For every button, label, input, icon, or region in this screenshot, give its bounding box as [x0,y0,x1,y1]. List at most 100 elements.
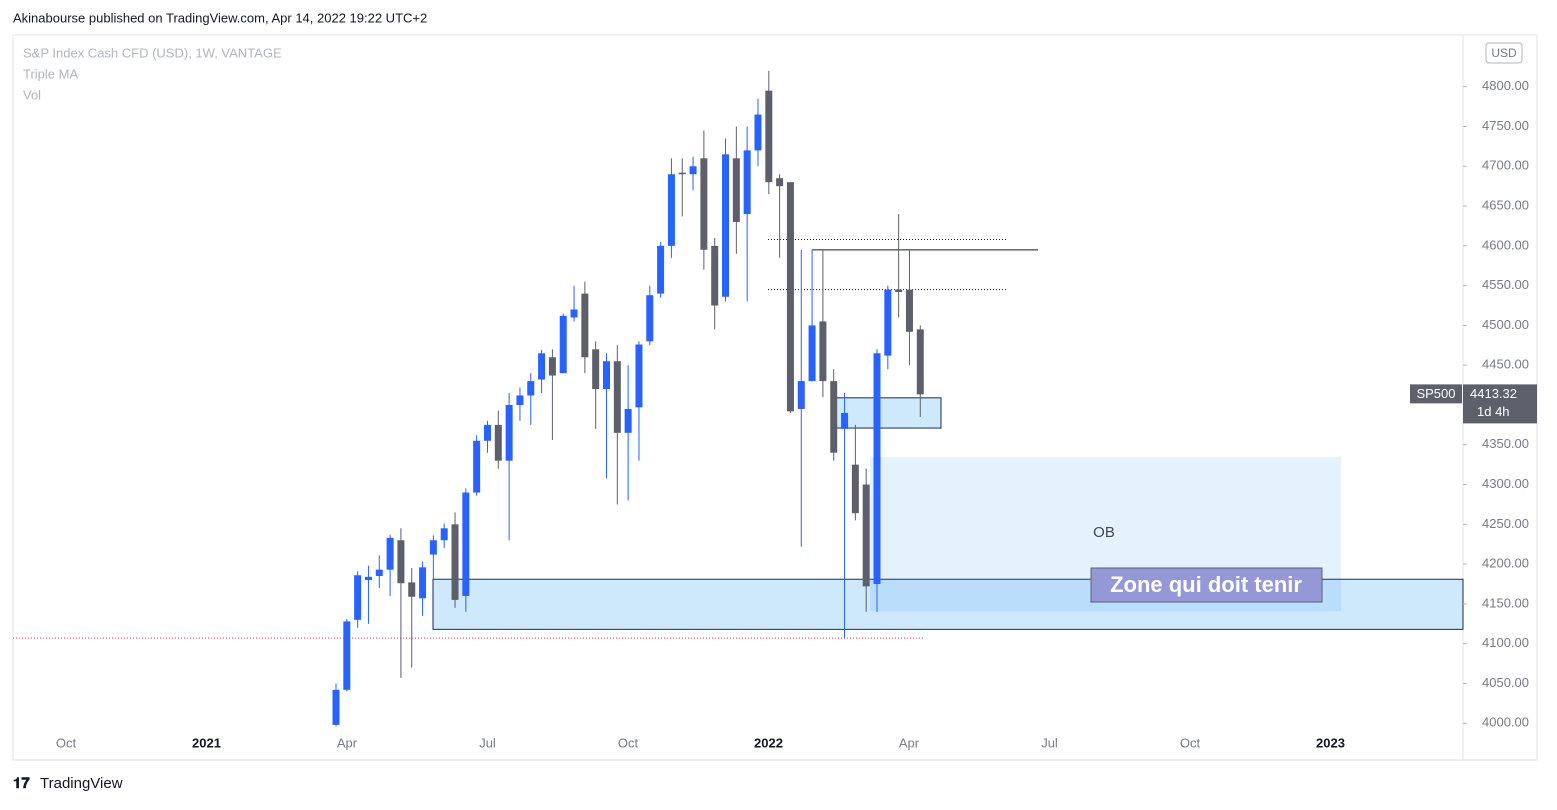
candle-body [754,114,762,151]
candle-body [494,424,502,461]
footer: TradingView [40,775,123,792]
candle-body [613,361,621,433]
candle-body [505,404,513,461]
currency-box[interactable] [1485,42,1523,64]
candle-body [429,540,437,555]
candle-body [657,245,665,294]
price-box [1463,384,1537,424]
candle-body [851,464,859,514]
candle-body [451,524,459,600]
candle-body [592,349,600,390]
candle-body [916,329,924,395]
logo: 𝟏𝟕 [13,775,30,792]
x-tick-label: Jul [479,735,496,750]
x-tick-label: 2023 [1316,735,1345,750]
x-tick-label: Jul [1041,735,1058,750]
candle-body [527,381,535,396]
y-tick-label: 4600.00 [1482,237,1529,252]
y-tick-label: 4750.00 [1482,118,1529,133]
y-tick-label: 4000.00 [1482,715,1529,730]
annotation: OB [1093,524,1115,541]
x-tick-label: 2021 [192,735,221,750]
candle-body [462,492,470,596]
header: Akinabourse published on TradingView.com… [13,10,427,25]
symbol-label: SP500 [1416,386,1455,401]
candle-body [440,528,448,541]
candle-body [570,309,578,318]
x-tick-label: Oct [56,735,77,750]
y-tick-label: 4200.00 [1482,556,1529,571]
countdown: 1d 4h [1477,404,1510,419]
candle-body [559,315,567,374]
y-tick-label: 4300.00 [1482,476,1529,491]
candle-body [732,158,740,222]
candle-body [743,150,751,215]
candle-body [678,172,686,175]
chart-title: S&P Index Cash CFD (USD), 1W, VANTAGE [23,45,282,60]
candle-body [343,621,351,690]
candle-body [332,689,340,725]
indicator: Triple MA [23,66,78,81]
x-tick-label: Oct [618,735,639,750]
y-tick-label: 4450.00 [1482,357,1529,372]
candle-body [700,158,708,250]
candle-body [375,569,383,577]
candle-body [397,540,405,584]
annotation-box [1090,567,1323,603]
y-tick-label: 4800.00 [1482,78,1529,93]
candle-body [538,353,546,380]
y-tick-label: 4250.00 [1482,516,1529,531]
x-tick-label: Oct [1180,735,1201,750]
candle-body [689,166,697,175]
candle-body [819,321,827,382]
x-tick-label: 2022 [754,735,783,750]
candle-body [776,178,784,187]
y-tick-label: 4100.00 [1482,635,1529,650]
indicator: Vol [23,87,41,102]
candle-body [646,295,654,342]
candle-body [603,361,610,390]
candle-body [624,408,632,433]
y-tick-label: 4650.00 [1482,198,1529,213]
candle-body [808,325,816,382]
candle-body [635,344,643,408]
x-tick-label: Apr [899,735,920,750]
frame [12,34,1538,761]
candle-body [895,289,903,292]
candle-body [419,567,427,599]
currency[interactable]: USD [1491,46,1517,60]
x-tick-label: Apr [337,735,358,750]
candle-body [830,381,838,453]
candle-body [765,90,773,183]
candle-body [786,182,794,412]
candle-body [364,576,372,581]
zone [835,397,942,429]
candle-body [905,289,913,332]
candle-body [841,412,849,429]
candle-body [711,245,719,306]
candle-body [884,289,892,356]
annotation: Zone qui doit tenir [1110,572,1302,597]
candle-body [797,381,805,409]
candle-body [548,357,556,376]
candle-body [581,293,589,358]
candle-body [386,537,394,570]
candle-body [516,395,524,405]
symbol-box [1410,384,1462,404]
candle-body [408,582,416,597]
y-tick-label: 4050.00 [1482,675,1529,690]
y-tick-label: 4150.00 [1482,595,1529,610]
candle-body [667,174,675,246]
candle-body [354,575,362,620]
y-tick-label: 4350.00 [1482,436,1529,451]
candle-body [862,484,870,587]
y-tick-label: 4700.00 [1482,158,1529,173]
price-label: 4413.32 [1470,386,1517,401]
candle-body [473,440,481,493]
candle-body [722,154,730,297]
candle-body [483,424,491,441]
candle-body [873,353,881,585]
y-tick-label: 4550.00 [1482,277,1529,292]
